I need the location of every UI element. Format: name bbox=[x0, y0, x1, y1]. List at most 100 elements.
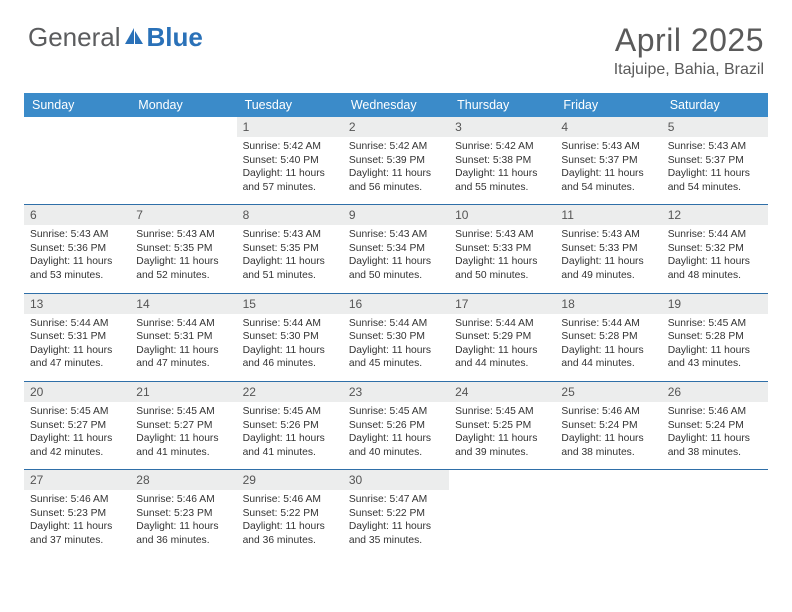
calendar-day-cell: 16Sunrise: 5:44 AMSunset: 5:30 PMDayligh… bbox=[343, 293, 449, 381]
weekday-heading: Sunday bbox=[24, 93, 130, 117]
brand-part1: General bbox=[28, 22, 121, 53]
calendar-day-cell: 6Sunrise: 5:43 AMSunset: 5:36 PMDaylight… bbox=[24, 205, 130, 293]
calendar-day-cell: 26Sunrise: 5:46 AMSunset: 5:24 PMDayligh… bbox=[662, 381, 768, 469]
calendar-week-row: 13Sunrise: 5:44 AMSunset: 5:31 PMDayligh… bbox=[24, 293, 768, 381]
day-number: 25 bbox=[555, 382, 661, 402]
day-info: Sunrise: 5:45 AMSunset: 5:26 PMDaylight:… bbox=[343, 402, 449, 469]
day-number: 6 bbox=[24, 205, 130, 225]
weekday-heading: Tuesday bbox=[237, 93, 343, 117]
calendar-day-cell: 23Sunrise: 5:45 AMSunset: 5:26 PMDayligh… bbox=[343, 381, 449, 469]
day-number: 4 bbox=[555, 117, 661, 137]
calendar-day-cell: 14Sunrise: 5:44 AMSunset: 5:31 PMDayligh… bbox=[130, 293, 236, 381]
day-info: Sunrise: 5:43 AMSunset: 5:34 PMDaylight:… bbox=[343, 225, 449, 292]
day-info: Sunrise: 5:45 AMSunset: 5:25 PMDaylight:… bbox=[449, 402, 555, 469]
day-info: Sunrise: 5:46 AMSunset: 5:22 PMDaylight:… bbox=[237, 490, 343, 557]
day-number: 26 bbox=[662, 382, 768, 402]
day-number: 9 bbox=[343, 205, 449, 225]
day-number: 22 bbox=[237, 382, 343, 402]
day-info: Sunrise: 5:42 AMSunset: 5:40 PMDaylight:… bbox=[237, 137, 343, 204]
day-info: Sunrise: 5:42 AMSunset: 5:38 PMDaylight:… bbox=[449, 137, 555, 204]
calendar-week-row: 27Sunrise: 5:46 AMSunset: 5:23 PMDayligh… bbox=[24, 470, 768, 558]
calendar-body: 1Sunrise: 5:42 AMSunset: 5:40 PMDaylight… bbox=[24, 117, 768, 558]
day-number: 29 bbox=[237, 470, 343, 490]
calendar-day-cell: 7Sunrise: 5:43 AMSunset: 5:35 PMDaylight… bbox=[130, 205, 236, 293]
brand-part2: Blue bbox=[147, 22, 203, 53]
day-info: Sunrise: 5:46 AMSunset: 5:24 PMDaylight:… bbox=[662, 402, 768, 469]
day-info: Sunrise: 5:45 AMSunset: 5:26 PMDaylight:… bbox=[237, 402, 343, 469]
brand-logo: General Blue bbox=[28, 22, 203, 53]
calendar-day-cell: 18Sunrise: 5:44 AMSunset: 5:28 PMDayligh… bbox=[555, 293, 661, 381]
calendar-day-cell: 5Sunrise: 5:43 AMSunset: 5:37 PMDaylight… bbox=[662, 117, 768, 205]
calendar-day-cell: 13Sunrise: 5:44 AMSunset: 5:31 PMDayligh… bbox=[24, 293, 130, 381]
day-info: Sunrise: 5:43 AMSunset: 5:35 PMDaylight:… bbox=[237, 225, 343, 292]
calendar-day-cell: 11Sunrise: 5:43 AMSunset: 5:33 PMDayligh… bbox=[555, 205, 661, 293]
day-info: Sunrise: 5:43 AMSunset: 5:36 PMDaylight:… bbox=[24, 225, 130, 292]
calendar-day-cell: 9Sunrise: 5:43 AMSunset: 5:34 PMDaylight… bbox=[343, 205, 449, 293]
weekday-heading: Wednesday bbox=[343, 93, 449, 117]
calendar-header-row: Sunday Monday Tuesday Wednesday Thursday… bbox=[24, 93, 768, 117]
day-info: Sunrise: 5:46 AMSunset: 5:24 PMDaylight:… bbox=[555, 402, 661, 469]
day-info: Sunrise: 5:46 AMSunset: 5:23 PMDaylight:… bbox=[24, 490, 130, 557]
day-info: Sunrise: 5:43 AMSunset: 5:37 PMDaylight:… bbox=[555, 137, 661, 204]
calendar-day-cell: 25Sunrise: 5:46 AMSunset: 5:24 PMDayligh… bbox=[555, 381, 661, 469]
calendar-day-cell: 24Sunrise: 5:45 AMSunset: 5:25 PMDayligh… bbox=[449, 381, 555, 469]
calendar-day-cell: 1Sunrise: 5:42 AMSunset: 5:40 PMDaylight… bbox=[237, 117, 343, 205]
day-number: 11 bbox=[555, 205, 661, 225]
day-number: 2 bbox=[343, 117, 449, 137]
calendar-day-cell: 2Sunrise: 5:42 AMSunset: 5:39 PMDaylight… bbox=[343, 117, 449, 205]
day-number: 1 bbox=[237, 117, 343, 137]
day-number: 12 bbox=[662, 205, 768, 225]
day-info: Sunrise: 5:45 AMSunset: 5:28 PMDaylight:… bbox=[662, 314, 768, 381]
day-number: 3 bbox=[449, 117, 555, 137]
calendar-day-cell: 27Sunrise: 5:46 AMSunset: 5:23 PMDayligh… bbox=[24, 470, 130, 558]
calendar-week-row: 1Sunrise: 5:42 AMSunset: 5:40 PMDaylight… bbox=[24, 117, 768, 205]
day-number: 20 bbox=[24, 382, 130, 402]
calendar-table: Sunday Monday Tuesday Wednesday Thursday… bbox=[24, 93, 768, 558]
month-title: April 2025 bbox=[614, 22, 764, 59]
calendar-week-row: 6Sunrise: 5:43 AMSunset: 5:36 PMDaylight… bbox=[24, 205, 768, 293]
day-info: Sunrise: 5:47 AMSunset: 5:22 PMDaylight:… bbox=[343, 490, 449, 557]
calendar-day-cell: 10Sunrise: 5:43 AMSunset: 5:33 PMDayligh… bbox=[449, 205, 555, 293]
day-info: Sunrise: 5:44 AMSunset: 5:30 PMDaylight:… bbox=[343, 314, 449, 381]
calendar-day-cell bbox=[662, 470, 768, 558]
day-info: Sunrise: 5:44 AMSunset: 5:31 PMDaylight:… bbox=[130, 314, 236, 381]
calendar-day-cell: 28Sunrise: 5:46 AMSunset: 5:23 PMDayligh… bbox=[130, 470, 236, 558]
calendar-day-cell: 4Sunrise: 5:43 AMSunset: 5:37 PMDaylight… bbox=[555, 117, 661, 205]
calendar-day-cell: 30Sunrise: 5:47 AMSunset: 5:22 PMDayligh… bbox=[343, 470, 449, 558]
day-number: 18 bbox=[555, 294, 661, 314]
calendar-day-cell bbox=[449, 470, 555, 558]
day-number: 19 bbox=[662, 294, 768, 314]
calendar-day-cell: 15Sunrise: 5:44 AMSunset: 5:30 PMDayligh… bbox=[237, 293, 343, 381]
calendar-day-cell bbox=[555, 470, 661, 558]
calendar-day-cell: 8Sunrise: 5:43 AMSunset: 5:35 PMDaylight… bbox=[237, 205, 343, 293]
day-info: Sunrise: 5:43 AMSunset: 5:35 PMDaylight:… bbox=[130, 225, 236, 292]
calendar-day-cell: 20Sunrise: 5:45 AMSunset: 5:27 PMDayligh… bbox=[24, 381, 130, 469]
calendar-day-cell: 29Sunrise: 5:46 AMSunset: 5:22 PMDayligh… bbox=[237, 470, 343, 558]
weekday-heading: Friday bbox=[555, 93, 661, 117]
day-info: Sunrise: 5:45 AMSunset: 5:27 PMDaylight:… bbox=[24, 402, 130, 469]
day-number: 8 bbox=[237, 205, 343, 225]
day-info: Sunrise: 5:42 AMSunset: 5:39 PMDaylight:… bbox=[343, 137, 449, 204]
day-info: Sunrise: 5:43 AMSunset: 5:37 PMDaylight:… bbox=[662, 137, 768, 204]
calendar-day-cell: 12Sunrise: 5:44 AMSunset: 5:32 PMDayligh… bbox=[662, 205, 768, 293]
day-number: 23 bbox=[343, 382, 449, 402]
day-info: Sunrise: 5:44 AMSunset: 5:28 PMDaylight:… bbox=[555, 314, 661, 381]
day-info: Sunrise: 5:46 AMSunset: 5:23 PMDaylight:… bbox=[130, 490, 236, 557]
calendar-day-cell bbox=[24, 117, 130, 205]
day-number: 24 bbox=[449, 382, 555, 402]
day-number: 27 bbox=[24, 470, 130, 490]
day-number: 10 bbox=[449, 205, 555, 225]
day-info: Sunrise: 5:44 AMSunset: 5:29 PMDaylight:… bbox=[449, 314, 555, 381]
day-info: Sunrise: 5:43 AMSunset: 5:33 PMDaylight:… bbox=[449, 225, 555, 292]
title-block: April 2025 Itajuipe, Bahia, Brazil bbox=[614, 22, 764, 79]
day-info: Sunrise: 5:45 AMSunset: 5:27 PMDaylight:… bbox=[130, 402, 236, 469]
calendar-week-row: 20Sunrise: 5:45 AMSunset: 5:27 PMDayligh… bbox=[24, 381, 768, 469]
calendar-day-cell: 17Sunrise: 5:44 AMSunset: 5:29 PMDayligh… bbox=[449, 293, 555, 381]
day-number: 28 bbox=[130, 470, 236, 490]
day-info: Sunrise: 5:44 AMSunset: 5:31 PMDaylight:… bbox=[24, 314, 130, 381]
day-number: 16 bbox=[343, 294, 449, 314]
day-info: Sunrise: 5:44 AMSunset: 5:32 PMDaylight:… bbox=[662, 225, 768, 292]
day-number: 17 bbox=[449, 294, 555, 314]
day-info: Sunrise: 5:44 AMSunset: 5:30 PMDaylight:… bbox=[237, 314, 343, 381]
day-number: 14 bbox=[130, 294, 236, 314]
